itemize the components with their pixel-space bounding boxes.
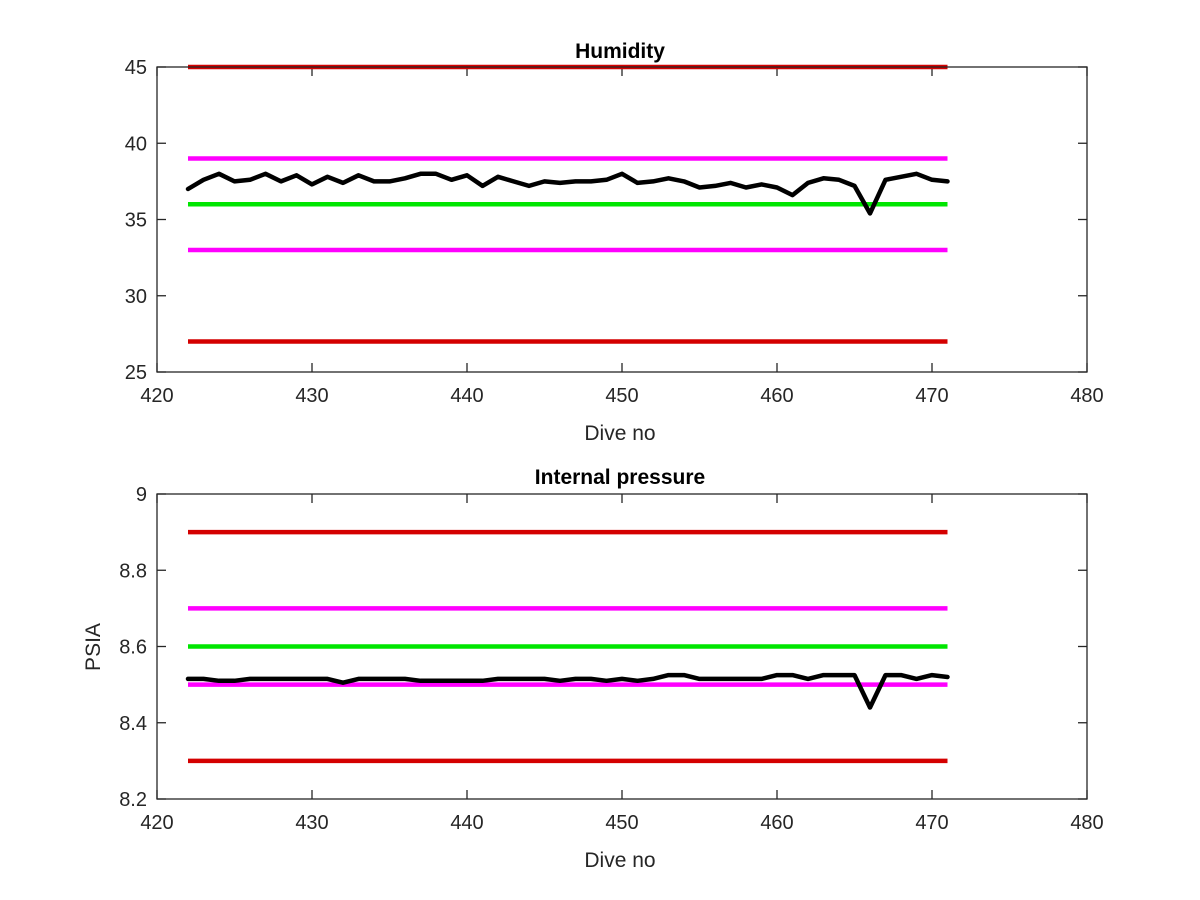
internal-pressure-y-tick-label: 8.8 [119, 560, 147, 582]
humidity-x-tick-label: 460 [760, 385, 793, 407]
humidity-x-tick-label: 480 [1070, 385, 1103, 407]
internal-pressure-x-tick-label: 430 [295, 812, 328, 834]
humidity-x-tick-label: 430 [295, 385, 328, 407]
internal-pressure-chart-title: Internal pressure [535, 466, 705, 489]
humidity-x-tick-label: 420 [140, 385, 173, 407]
humidity-y-tick-label: 30 [125, 286, 147, 308]
humidity-series-line [185, 171, 950, 216]
internal-pressure-x-tick-label: 450 [605, 812, 638, 834]
humidity-y-tick-label: 25 [125, 362, 147, 384]
internal-pressure-x-axis-label: Dive no [584, 849, 655, 872]
humidity-x-tick-label: 440 [450, 385, 483, 407]
humidity-ticks: 420 430 440 450 460 470 480 25 30 35 40 45 [125, 57, 1104, 407]
internal-pressure-series-line [185, 672, 950, 710]
humidity-chart-title: Humidity [575, 40, 665, 63]
internal-pressure-y-tick-label: 8.6 [119, 637, 147, 659]
humidity-chart: Humidity 420 430 440 450 460 470 480 25 30 35 40 45… [125, 40, 1104, 445]
humidity-y-tick-label: 35 [125, 210, 147, 232]
internal-pressure-y-axis-label: PSIA [82, 623, 105, 671]
internal-pressure-y-tick-label: 8.4 [119, 713, 147, 735]
internal-pressure-ticks: 420 430 440 450 460 470 480 8.2 8.4 8.6 8.8 9 [119, 484, 1104, 834]
internal-pressure-x-tick-label: 470 [915, 812, 948, 834]
humidity-x-tick-label: 470 [915, 385, 948, 407]
internal-pressure-y-tick-label: 9 [136, 484, 147, 506]
internal-pressure-y-tick-label: 8.2 [119, 789, 147, 811]
internal-pressure-x-tick-label: 480 [1070, 812, 1103, 834]
internal-pressure-axes-box [156, 493, 1088, 800]
humidity-x-tick-label: 450 [605, 385, 638, 407]
internal-pressure-x-tick-label: 420 [140, 812, 173, 834]
humidity-y-tick-label: 45 [125, 57, 147, 79]
humidity-series [185, 171, 950, 216]
internal-pressure-x-tick-label: 440 [450, 812, 483, 834]
humidity-x-axis-label: Dive no [584, 422, 655, 445]
internal-pressure-x-tick-label: 460 [760, 812, 793, 834]
internal-pressure-reference-lines [188, 529, 948, 764]
internal-pressure-series [185, 672, 950, 710]
humidity-y-tick-label: 40 [125, 133, 147, 155]
internal-pressure-chart: Internal pressure 420 430 440 450 460 470 480 8… [82, 466, 1104, 872]
humidity-axes-box [156, 66, 1088, 373]
